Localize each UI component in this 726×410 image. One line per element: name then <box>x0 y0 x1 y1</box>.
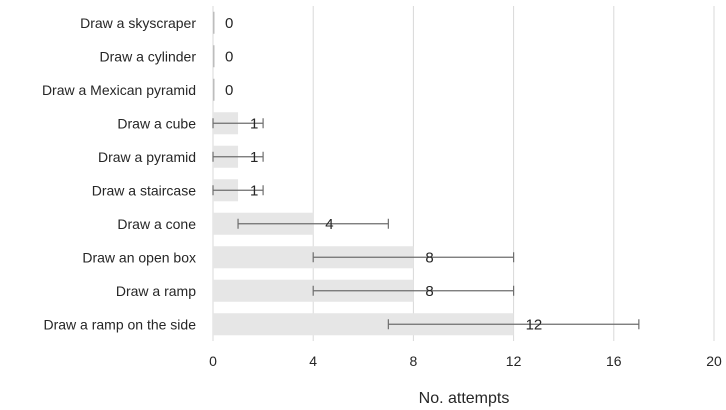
error-bar <box>212 185 264 196</box>
category-label: Draw an open box <box>82 249 196 265</box>
error-bar <box>312 285 515 296</box>
category-label: Draw a cone <box>117 216 196 232</box>
data-label: 12 <box>526 316 543 333</box>
data-label: 0 <box>225 48 233 65</box>
error-bar <box>212 118 264 129</box>
x-tick-label: 12 <box>506 353 522 369</box>
category-label: Draw a skyscraper <box>80 15 196 31</box>
category-label: Draw a ramp on the side <box>43 316 196 332</box>
x-tick-label: 0 <box>209 353 217 369</box>
data-label: 1 <box>250 149 258 166</box>
data-label: 1 <box>250 182 258 199</box>
x-tick-label: 8 <box>410 353 418 369</box>
error-bars <box>212 118 640 330</box>
data-label: 8 <box>425 249 433 266</box>
data-label: 8 <box>425 283 433 300</box>
category-label: Draw a Mexican pyramid <box>42 82 196 98</box>
category-label: Draw a cube <box>117 115 196 131</box>
bar <box>213 45 215 68</box>
data-label: 0 <box>225 82 233 99</box>
bar <box>213 11 215 34</box>
bar <box>213 78 215 101</box>
error-bar <box>312 252 515 263</box>
category-label: Draw a pyramid <box>98 149 196 165</box>
error-bar <box>237 218 389 229</box>
bars <box>213 11 514 336</box>
x-tick-label: 16 <box>606 353 622 369</box>
data-label: 1 <box>250 115 258 132</box>
x-tick-labels: 0 4 8 12 16 20 <box>209 353 722 369</box>
bar <box>213 313 514 336</box>
data-label: 4 <box>325 216 333 233</box>
x-tick-label: 4 <box>309 353 317 369</box>
category-labels: Draw a skyscraper Draw a cylinder Draw a M… <box>42 15 196 333</box>
error-bar <box>387 319 640 330</box>
category-label: Draw a staircase <box>92 182 196 198</box>
category-label: Draw a ramp <box>116 283 196 299</box>
x-tick-label: 20 <box>706 353 722 369</box>
error-bar <box>212 151 264 162</box>
x-axis-title: No. attempts <box>419 390 510 407</box>
category-label: Draw a cylinder <box>100 48 197 64</box>
data-label: 0 <box>225 15 233 32</box>
